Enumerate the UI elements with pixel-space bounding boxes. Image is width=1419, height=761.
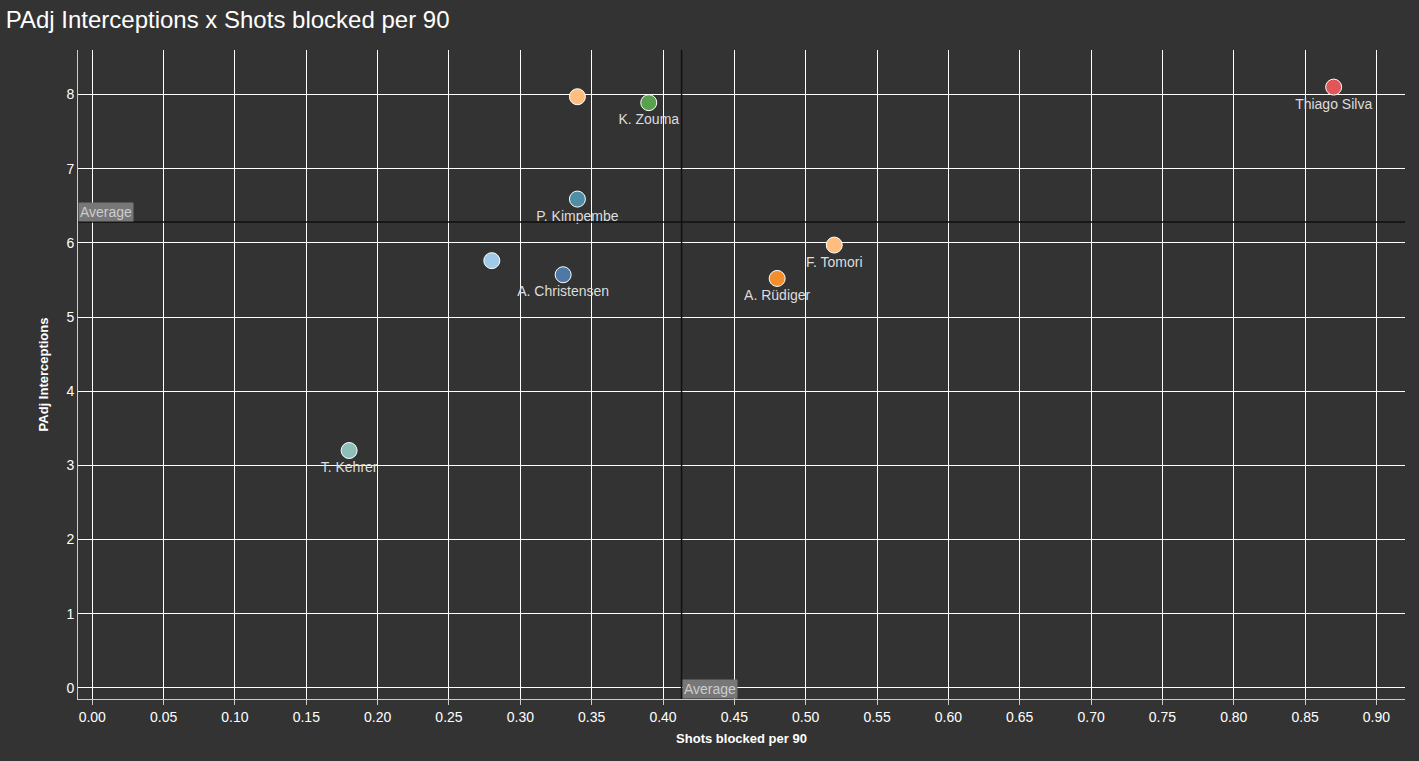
svg-text:0.25: 0.25	[435, 709, 462, 725]
svg-text:6: 6	[66, 235, 74, 251]
svg-text:0.70: 0.70	[1077, 709, 1104, 725]
svg-text:0.75: 0.75	[1149, 709, 1176, 725]
svg-text:0.45: 0.45	[721, 709, 748, 725]
svg-text:0.65: 0.65	[1006, 709, 1033, 725]
svg-text:5: 5	[66, 309, 74, 325]
svg-text:A. Rüdiger: A. Rüdiger	[744, 287, 810, 303]
svg-text:0.10: 0.10	[221, 709, 248, 725]
svg-text:4: 4	[66, 383, 74, 399]
svg-text:0.40: 0.40	[649, 709, 676, 725]
svg-text:7: 7	[66, 161, 74, 177]
svg-text:K. Zouma: K. Zouma	[618, 111, 679, 127]
svg-text:8: 8	[66, 86, 74, 102]
svg-text:2: 2	[66, 531, 74, 547]
svg-text:0.60: 0.60	[935, 709, 962, 725]
svg-text:0.55: 0.55	[863, 709, 890, 725]
svg-text:0.35: 0.35	[578, 709, 605, 725]
svg-text:0.00: 0.00	[79, 709, 106, 725]
svg-text:PAdj Interceptions x Shots blo: PAdj Interceptions x Shots blocked per 9…	[6, 6, 450, 33]
svg-text:Shots blocked per 90: Shots blocked per 90	[676, 731, 807, 746]
svg-text:1: 1	[66, 606, 74, 622]
svg-text:0.50: 0.50	[792, 709, 819, 725]
svg-text:3: 3	[66, 457, 74, 473]
svg-text:Thiago Silva: Thiago Silva	[1295, 96, 1372, 112]
svg-text:Average: Average	[80, 204, 132, 220]
svg-text:F. Tomori: F. Tomori	[806, 254, 863, 270]
svg-text:P. Kimpembe: P. Kimpembe	[536, 208, 618, 224]
svg-text:0: 0	[66, 680, 74, 696]
svg-text:T. Kehrer: T. Kehrer	[321, 459, 378, 475]
svg-text:0.85: 0.85	[1291, 709, 1318, 725]
svg-text:0.05: 0.05	[150, 709, 177, 725]
svg-text:PAdj Interceptions: PAdj Interceptions	[36, 318, 51, 432]
svg-text:A. Christensen: A. Christensen	[517, 283, 609, 299]
svg-text:0.80: 0.80	[1220, 709, 1247, 725]
svg-text:0.20: 0.20	[364, 709, 391, 725]
svg-text:0.90: 0.90	[1363, 709, 1390, 725]
svg-text:0.30: 0.30	[507, 709, 534, 725]
svg-text:0.15: 0.15	[293, 709, 320, 725]
svg-text:Average: Average	[684, 681, 736, 697]
